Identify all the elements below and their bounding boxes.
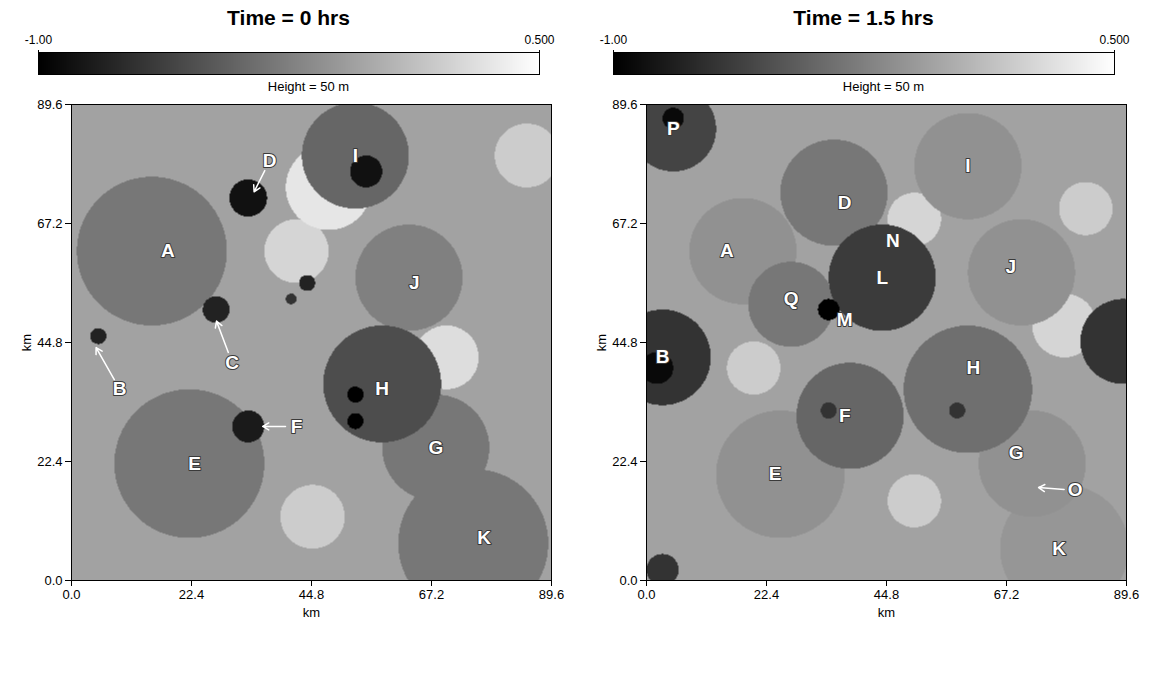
svg-text:E: E (768, 463, 781, 484)
svg-text:O: O (1067, 479, 1082, 500)
svg-text:km: km (593, 334, 608, 351)
svg-text:B: B (112, 378, 126, 399)
svg-text:0.0: 0.0 (619, 573, 637, 588)
svg-text:G: G (428, 437, 443, 458)
svg-text:km: km (18, 334, 33, 351)
svg-text:89.6: 89.6 (1113, 587, 1138, 602)
svg-text:P: P (666, 118, 679, 139)
svg-text:89.6: 89.6 (612, 97, 637, 112)
svg-text:L: L (876, 267, 888, 288)
svg-text:Q: Q (783, 288, 798, 309)
svg-text:C: C (225, 352, 239, 373)
svg-text:67.2: 67.2 (418, 587, 443, 602)
svg-text:22.4: 22.4 (37, 454, 62, 469)
svg-text:H: H (375, 378, 389, 399)
svg-text:N: N (886, 230, 900, 251)
svg-text:-1.00: -1.00 (600, 33, 628, 47)
svg-text:22.4: 22.4 (612, 454, 637, 469)
svg-text:67.2: 67.2 (612, 216, 637, 231)
svg-text:22.4: 22.4 (753, 587, 778, 602)
svg-text:89.6: 89.6 (538, 587, 563, 602)
html-text:Time = 0 hrs: Time = 0 hrs (227, 6, 350, 29)
svg-text:67.2: 67.2 (37, 216, 62, 231)
svg-text:A: A (161, 240, 175, 261)
html-text:Height = 50 m: Height = 50 m (842, 79, 925, 94)
svg-text:km: km (302, 605, 319, 620)
svg-text:44.8: 44.8 (612, 335, 637, 350)
svg-text:0.500: 0.500 (524, 33, 554, 47)
svg-text:89.6: 89.6 (37, 97, 62, 112)
svg-text:A: A (719, 240, 733, 261)
svg-text:J: J (409, 272, 420, 293)
svg-text:F: F (290, 416, 302, 437)
svg-text:G: G (1008, 442, 1023, 463)
svg-text:22.4: 22.4 (178, 587, 203, 602)
svg-text:D: D (837, 192, 851, 213)
svg-text:0.0: 0.0 (44, 573, 62, 588)
svg-text:44.8: 44.8 (37, 335, 62, 350)
svg-text:E: E (188, 453, 201, 474)
svg-text:44.8: 44.8 (873, 587, 898, 602)
svg-text:M: M (836, 309, 852, 330)
svg-text:I: I (965, 155, 970, 176)
svg-text:I: I (352, 145, 357, 166)
svg-text:F: F (838, 405, 850, 426)
svg-text:K: K (477, 527, 491, 548)
svg-text:0.0: 0.0 (62, 587, 80, 602)
html-text:Time = 1.5 hrs: Time = 1.5 hrs (793, 6, 934, 29)
svg-text:J: J (1005, 256, 1016, 277)
svg-text:-1.00: -1.00 (25, 33, 53, 47)
svg-text:0.0: 0.0 (637, 587, 655, 602)
svg-text:44.8: 44.8 (298, 587, 323, 602)
svg-text:D: D (262, 150, 276, 171)
svg-text:K: K (1052, 538, 1066, 559)
svg-text:67.2: 67.2 (993, 587, 1018, 602)
svg-text:H: H (966, 357, 980, 378)
svg-text:B: B (655, 346, 669, 367)
svg-text:km: km (877, 605, 894, 620)
svg-text:0.500: 0.500 (1099, 33, 1129, 47)
html-text:Height = 50 m: Height = 50 m (267, 79, 350, 94)
